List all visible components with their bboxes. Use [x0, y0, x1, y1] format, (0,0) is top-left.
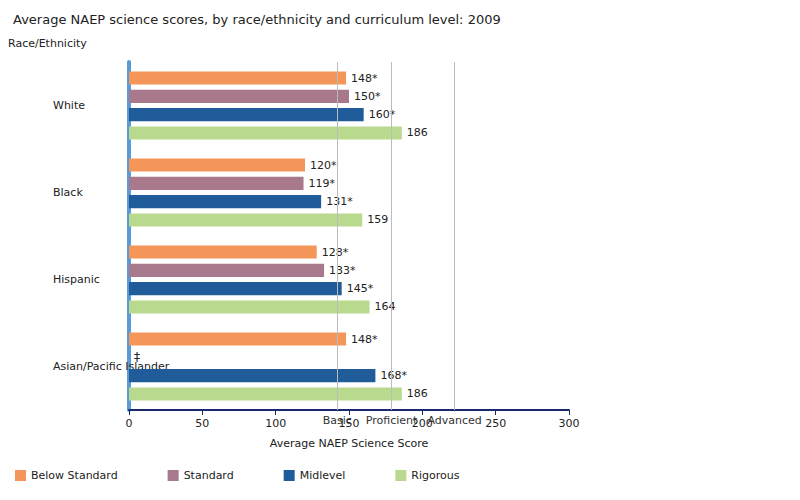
svg-text:Average NAEP Science Score: Average NAEP Science Score [270, 437, 429, 450]
svg-text:Hispanic: Hispanic [53, 273, 100, 286]
svg-text:128*: 128* [322, 246, 349, 259]
svg-text:50: 50 [195, 417, 209, 430]
svg-text:Basic: Basic [323, 414, 352, 427]
svg-text:131*: 131* [326, 195, 353, 208]
svg-text:White: White [53, 99, 85, 112]
svg-text:Race/Ethnicity: Race/Ethnicity [8, 37, 87, 50]
svg-text:168*: 168* [380, 369, 407, 382]
svg-text:Asian/Pacific Islander: Asian/Pacific Islander [53, 360, 170, 373]
svg-text:Midlevel: Midlevel [300, 469, 346, 482]
svg-text:164: 164 [375, 300, 396, 313]
svg-text:159: 159 [367, 213, 388, 226]
svg-text:Average NAEP science scores, b: Average NAEP science scores, by race/eth… [13, 12, 501, 27]
svg-text:300: 300 [559, 417, 580, 430]
svg-text:Proficient: Proficient [366, 414, 418, 427]
svg-text:250: 250 [485, 417, 506, 430]
svg-text:145*: 145* [347, 282, 374, 295]
svg-text:148*: 148* [351, 72, 378, 85]
svg-text:133*: 133* [329, 264, 356, 277]
svg-text:148*: 148* [351, 333, 378, 346]
svg-text:Below Standard: Below Standard [31, 469, 118, 482]
svg-text:186: 186 [407, 387, 428, 400]
svg-text:150*: 150* [354, 90, 381, 103]
svg-text:0: 0 [126, 417, 133, 430]
svg-text:120*: 120* [310, 159, 337, 172]
svg-text:160*: 160* [368, 108, 396, 122]
svg-text:186: 186 [407, 126, 428, 139]
svg-text:Rigorous: Rigorous [411, 469, 459, 482]
svg-text:‡: ‡ [134, 350, 140, 364]
svg-text:Black: Black [53, 186, 83, 199]
svg-text:Standard: Standard [184, 469, 234, 482]
svg-text:119*: 119* [309, 177, 336, 190]
svg-text:Advanced: Advanced [427, 414, 481, 427]
svg-text:100: 100 [265, 417, 286, 430]
